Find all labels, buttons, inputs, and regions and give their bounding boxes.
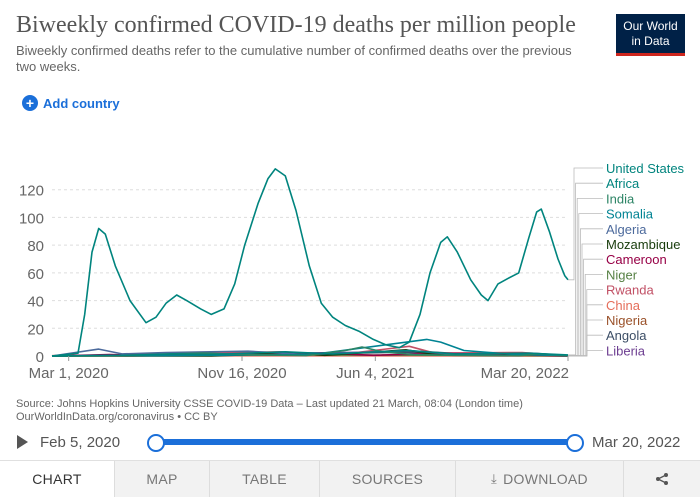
timeline-start-date: Feb 5, 2020: [40, 434, 121, 451]
series-line-united-states: [51, 168, 569, 357]
tab-bar: CHART MAP TABLE SOURCES ⤓ DOWNLOAD: [0, 460, 700, 498]
tab-map[interactable]: MAP: [114, 461, 209, 497]
y-tick-label: 40: [27, 294, 44, 311]
legend-label: Africa: [606, 176, 640, 191]
legend-label: Somalia: [606, 207, 654, 222]
legend-label: Algeria: [606, 222, 647, 237]
source-line-1: Source: Johns Hopkins University CSSE CO…: [16, 398, 523, 410]
tab-sources-label: SOURCES: [351, 471, 424, 487]
legend-label: Angola: [606, 328, 647, 343]
chart-title: Biweekly confirmed COVID-19 deaths per m…: [16, 12, 576, 38]
legend-connector: [568, 182, 603, 356]
legend-label: Mozambique: [606, 237, 680, 252]
legend-label: Rwanda: [606, 283, 654, 298]
x-tick-label: Mar 20, 2022: [481, 365, 569, 382]
legend-label: United States: [606, 161, 685, 176]
download-icon: ⤓: [491, 471, 498, 486]
line-chart: 0 20 40 60 80 100 120 Mar 1, 2020 Nov 16, 2020 J…: [19, 161, 685, 382]
tab-download-label: DOWNLOAD: [503, 471, 588, 487]
legend-connector: [568, 350, 603, 357]
y-tick-label: 20: [27, 321, 44, 338]
y-tick-label: 80: [27, 238, 44, 255]
play-icon[interactable]: [17, 435, 28, 449]
add-country-button[interactable]: + Add country: [22, 95, 120, 111]
x-tick-label: Jun 4, 2021: [336, 365, 414, 382]
legend-label: Liberia: [606, 343, 646, 358]
tab-chart[interactable]: CHART: [0, 461, 114, 497]
tab-table[interactable]: TABLE: [209, 461, 319, 497]
tab-table-label: TABLE: [242, 471, 287, 487]
tab-map-label: MAP: [146, 471, 178, 487]
timeline-start-handle[interactable]: [147, 434, 165, 452]
source-note: Source: Johns Hopkins University CSSE CO…: [16, 398, 523, 424]
legend-label: Niger: [606, 267, 638, 282]
legend-label: Nigeria: [606, 313, 648, 328]
legend-connector: [568, 167, 603, 281]
legend-label: India: [606, 191, 635, 206]
owid-logo[interactable]: Our World in Data: [616, 14, 685, 56]
source-line-2[interactable]: OurWorldInData.org/coronavirus • CC BY: [16, 411, 218, 423]
y-tick-label: 0: [36, 349, 44, 366]
share-button[interactable]: [623, 461, 700, 497]
tab-chart-label: CHART: [32, 471, 82, 487]
timeline-end-handle[interactable]: [566, 434, 584, 452]
series-line-africa: [51, 349, 569, 357]
legend-label: Cameroon: [606, 252, 667, 267]
chart-subtitle: Biweekly confirmed deaths refer to the c…: [16, 43, 572, 74]
timeline-track[interactable]: [155, 439, 574, 445]
logo-line-2: in Data: [631, 34, 670, 48]
legend-label: China: [606, 298, 641, 313]
share-icon: [656, 473, 668, 485]
timeline-end-date: Mar 20, 2022: [592, 434, 681, 451]
logo-line-1: Our World: [623, 19, 678, 33]
add-country-label: Add country: [43, 95, 120, 111]
y-tick-label: 120: [19, 183, 44, 200]
tab-download[interactable]: ⤓ DOWNLOAD: [455, 461, 623, 497]
y-tick-label: 100: [19, 210, 44, 227]
x-tick-label: Nov 16, 2020: [197, 365, 286, 382]
plus-icon: +: [22, 95, 38, 111]
y-tick-label: 60: [27, 266, 44, 283]
x-tick-label: Mar 1, 2020: [29, 365, 109, 382]
legend-connector: [568, 274, 603, 357]
tab-sources[interactable]: SOURCES: [319, 461, 455, 497]
